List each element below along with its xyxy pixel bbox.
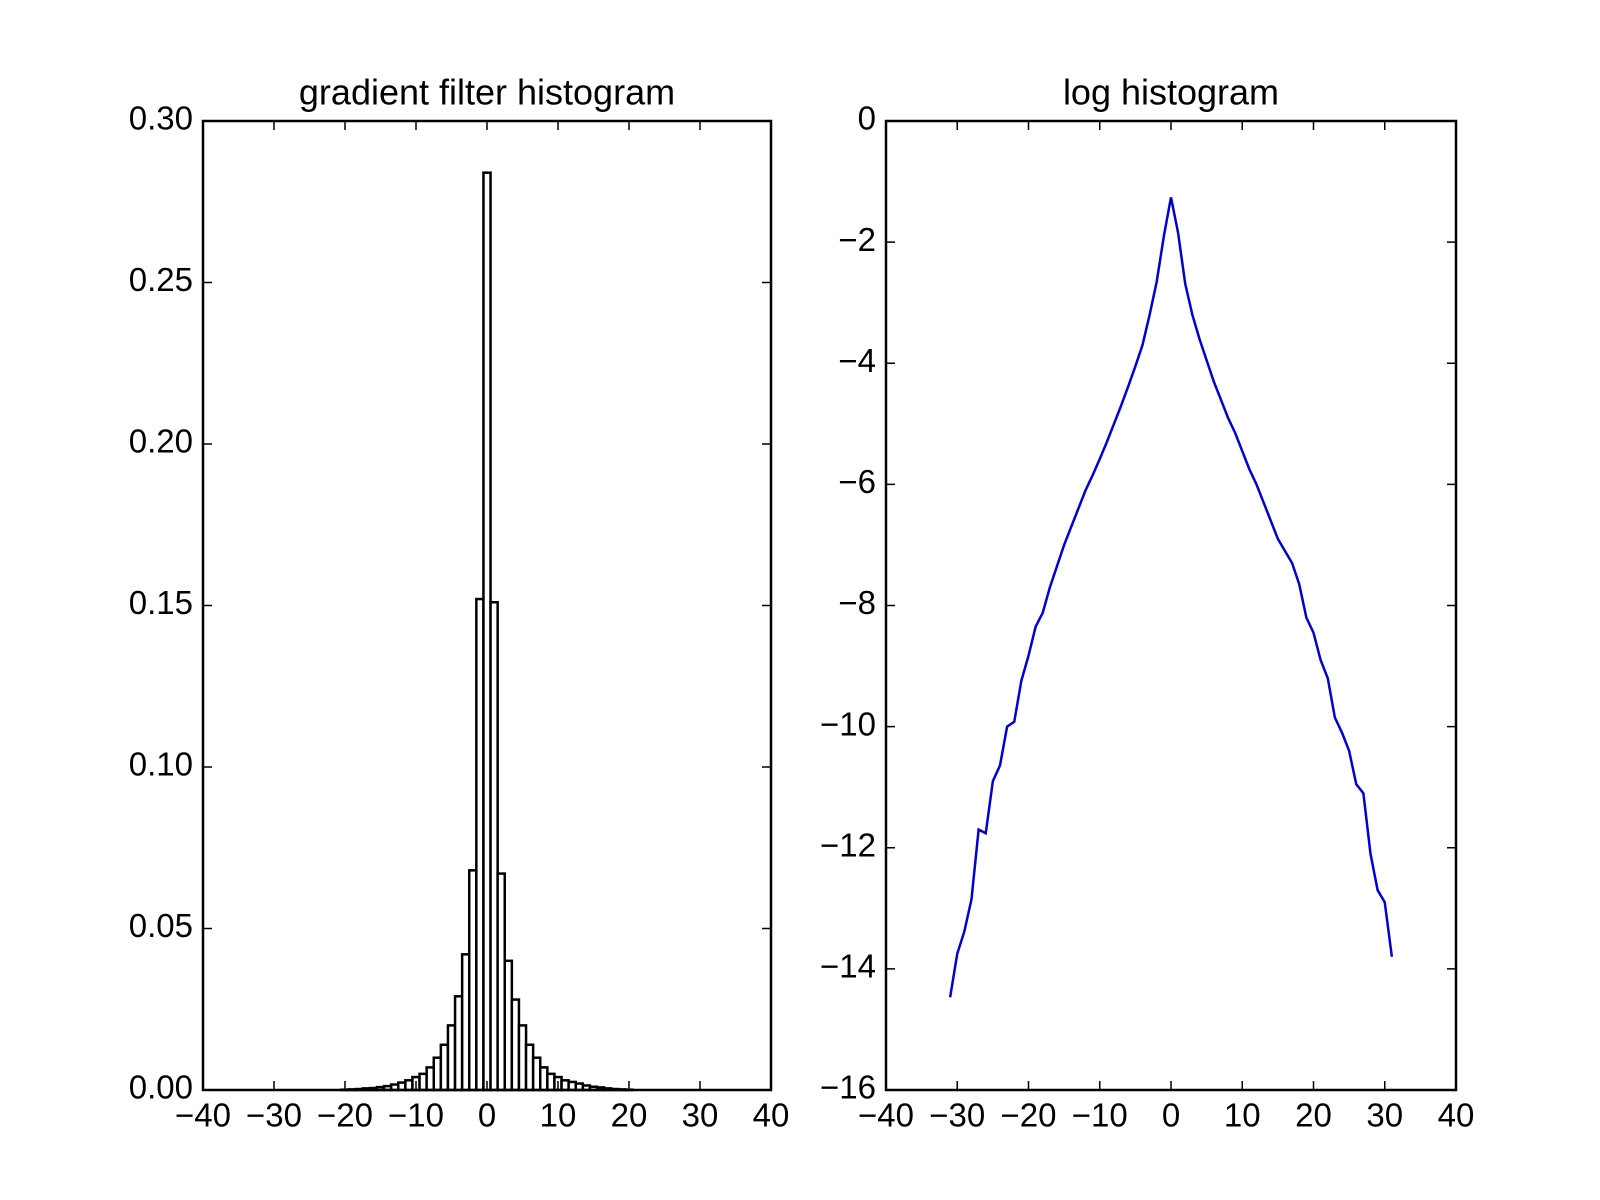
y-tick-label: −8 (838, 584, 876, 621)
x-tick-label: 0 (478, 1097, 496, 1134)
y-tick-label: 0.15 (129, 584, 193, 621)
x-tick-label: −10 (1072, 1097, 1128, 1134)
chart-title: log histogram (1063, 72, 1279, 113)
x-tick-label: 30 (682, 1097, 719, 1134)
x-tick-label: −10 (388, 1097, 444, 1134)
y-tick-label: −12 (820, 826, 876, 863)
y-tick-label: 0.30 (129, 100, 193, 137)
axes-frame (884, 119, 1458, 1092)
y-tick-label: 0 (858, 100, 876, 137)
x-tick-label: −40 (858, 1097, 914, 1134)
line (948, 197, 1394, 998)
x-tick-label: −20 (317, 1097, 373, 1134)
x-tick-label: −30 (929, 1097, 985, 1134)
y-tick-label: −2 (838, 221, 876, 258)
y-tick-label: −14 (820, 948, 876, 985)
y-tick-label: 0.20 (129, 423, 193, 460)
x-tick-label: 40 (753, 1097, 790, 1134)
y-tick-label: 0.25 (129, 261, 193, 298)
x-tick-label: 30 (1366, 1097, 1403, 1134)
x-tick-label: 10 (540, 1097, 577, 1134)
chart-title: gradient filter histogram (299, 72, 675, 113)
y-tick-label: 0.10 (129, 746, 193, 783)
x-tick-label: −30 (246, 1097, 302, 1134)
x-tick-label: 0 (1162, 1097, 1180, 1134)
y-tick-label: −4 (838, 342, 876, 379)
x-tick-label: 10 (1224, 1097, 1261, 1134)
y-tick-label: −10 (820, 705, 876, 742)
x-tick-label: −40 (175, 1097, 231, 1134)
x-tick-label: 40 (1438, 1097, 1475, 1134)
y-tick-label: −6 (838, 463, 876, 500)
y-tick-label: −16 (820, 1069, 876, 1106)
x-tick-label: 20 (1295, 1097, 1332, 1134)
y-tick-label: 0.05 (129, 907, 193, 944)
x-tick-label: −20 (1001, 1097, 1057, 1134)
x-tick-label: 20 (611, 1097, 648, 1134)
y-tick-label: 0.00 (129, 1069, 193, 1106)
